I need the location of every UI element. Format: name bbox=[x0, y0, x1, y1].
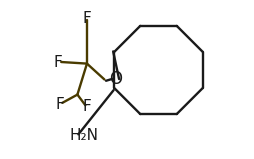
Text: H₂N: H₂N bbox=[69, 128, 98, 143]
Text: O: O bbox=[109, 70, 122, 89]
Text: F: F bbox=[54, 55, 62, 69]
Text: F: F bbox=[82, 11, 91, 26]
Text: F: F bbox=[82, 99, 91, 114]
Text: F: F bbox=[55, 97, 64, 112]
